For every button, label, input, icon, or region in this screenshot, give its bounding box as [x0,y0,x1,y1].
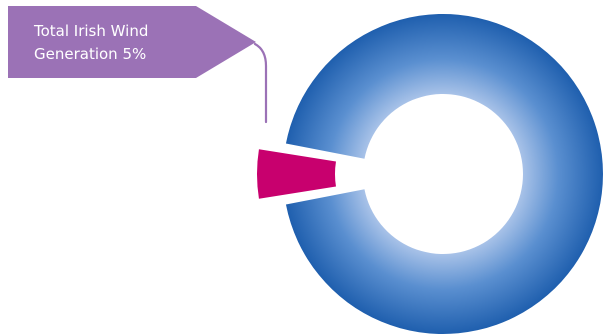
callout-label-line-1: Total Irish Wind [33,22,148,40]
callout-box [8,6,256,78]
callout-leader-line [253,42,268,124]
callout-layer: Total Irish Wind Generation 5% [8,6,268,124]
remaining-generation-slice [285,13,603,334]
slices-layer [257,13,603,334]
callout-label-line-2: Generation 5% [34,45,146,63]
wind-generation-slice [257,149,336,199]
